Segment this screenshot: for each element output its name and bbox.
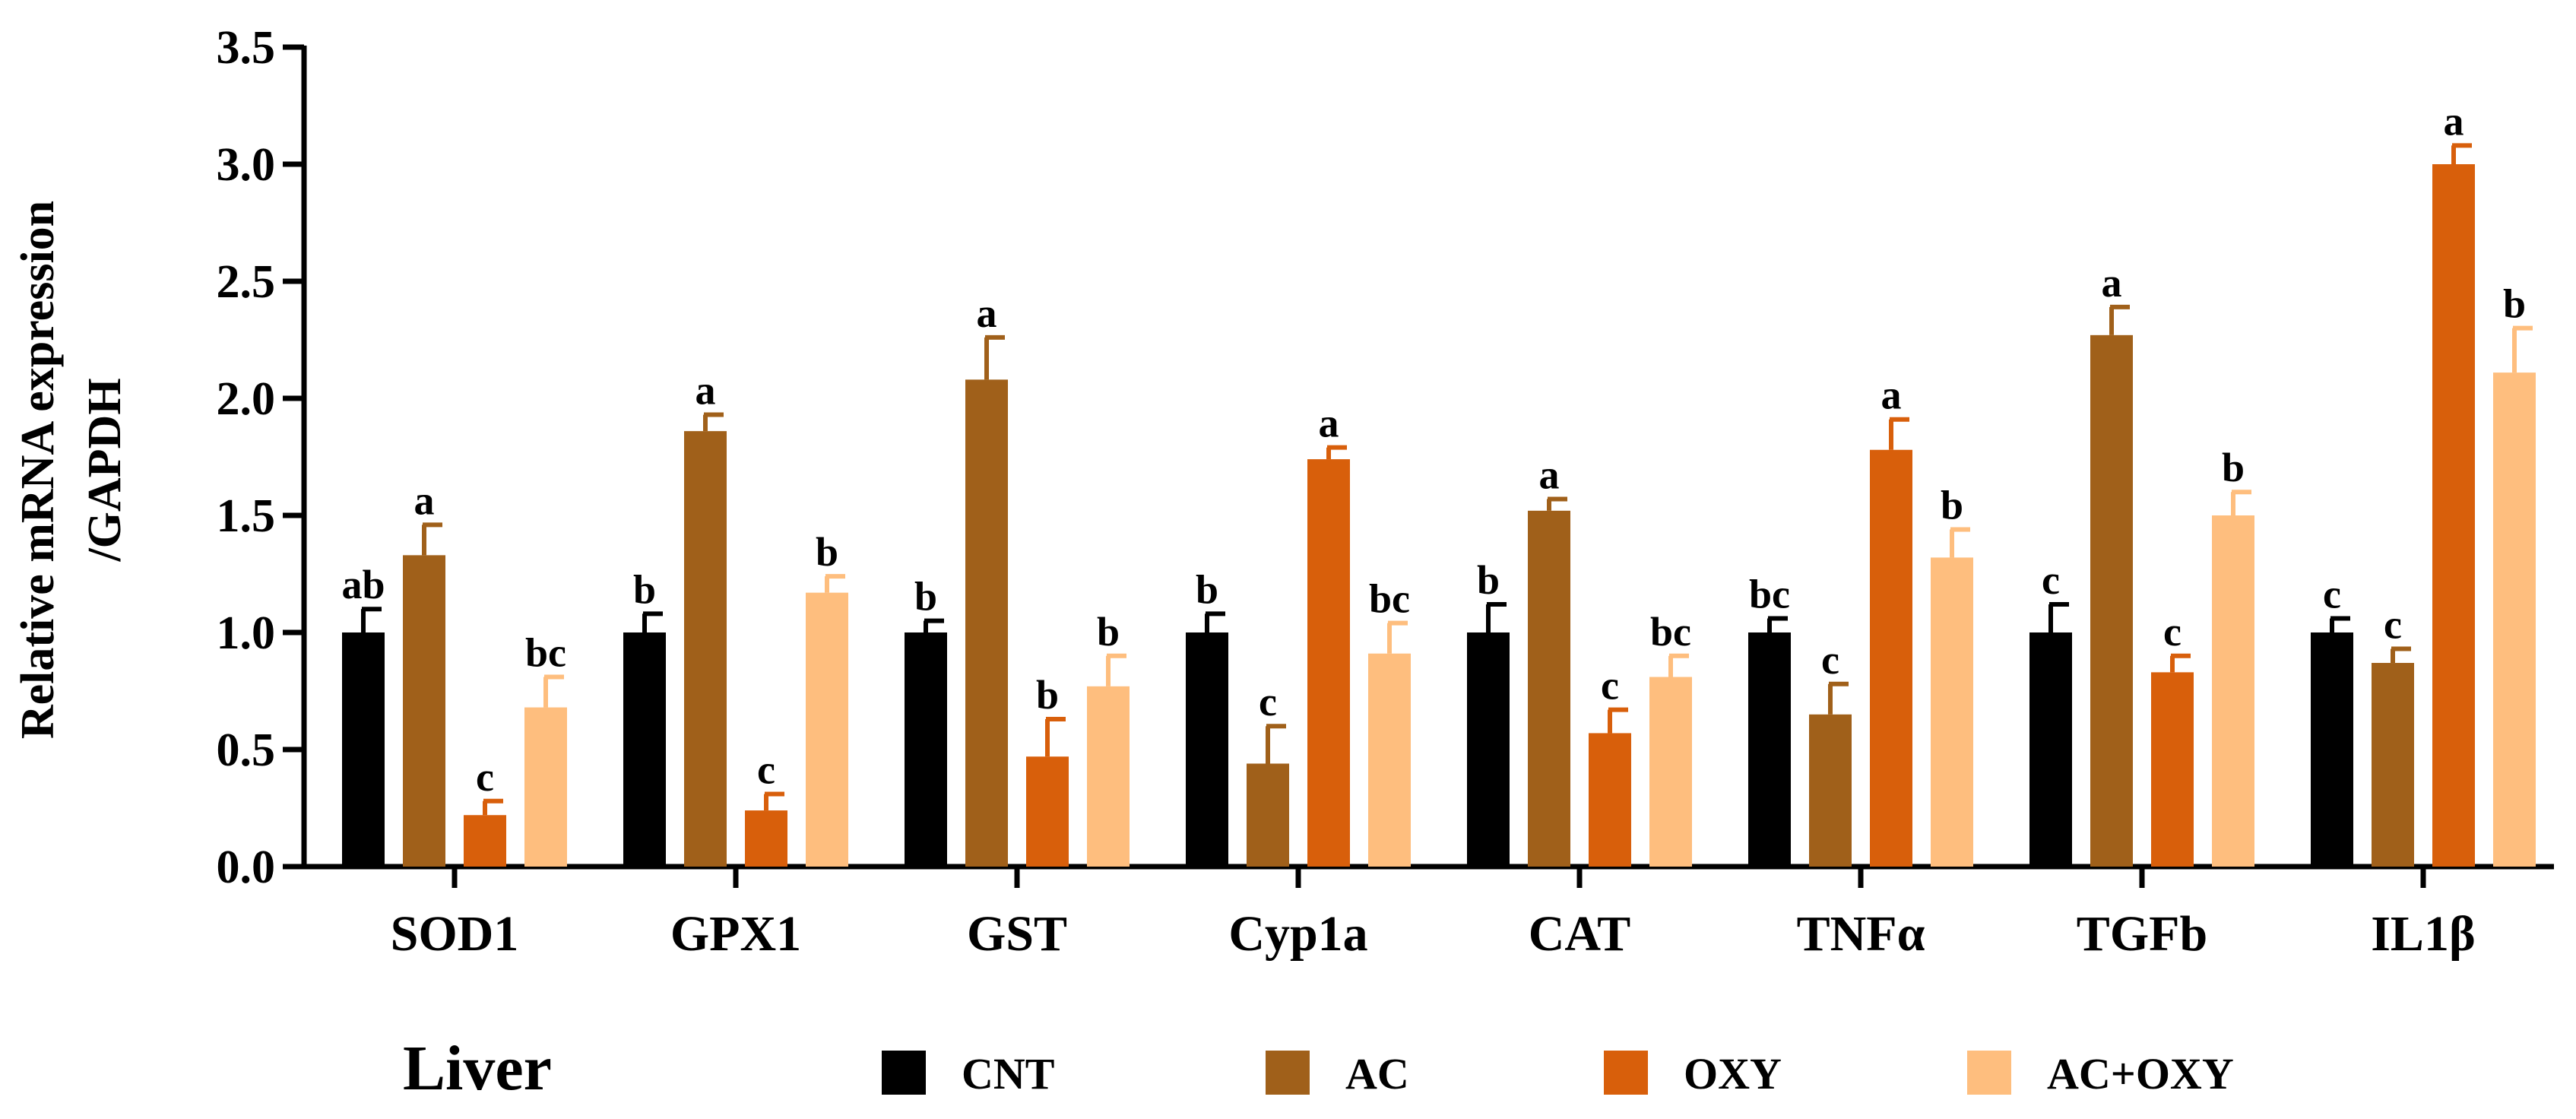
bar — [2372, 663, 2414, 867]
x-tick-label: GPX1 — [670, 906, 801, 962]
bar — [342, 632, 385, 867]
significance-label: c — [1601, 663, 1619, 708]
bar — [1307, 459, 1350, 867]
y-tick-label: 1.0 — [217, 607, 276, 659]
bar — [2090, 334, 2133, 867]
significance-label: a — [977, 290, 997, 336]
bar — [1467, 632, 1510, 867]
x-tick-label: IL1β — [2371, 906, 2475, 962]
bar — [524, 707, 567, 867]
bar — [1528, 510, 1570, 867]
bar — [806, 592, 848, 867]
y-tick-label: 3.0 — [217, 139, 276, 191]
bar — [1368, 653, 1411, 867]
significance-label: c — [2323, 572, 2341, 617]
significance-label: c — [476, 754, 494, 800]
legend-swatch — [1604, 1051, 1648, 1095]
legend-label: CNT — [962, 1049, 1054, 1098]
x-tick-label: GST — [967, 906, 1067, 962]
significance-label: b — [1477, 557, 1500, 603]
y-tick-label: 1.5 — [217, 490, 276, 542]
bar — [1589, 733, 1631, 867]
significance-label: a — [1539, 452, 1560, 497]
legend-swatch — [1967, 1051, 2011, 1095]
y-tick-label: 0.5 — [217, 724, 276, 776]
x-tick-label: Cyp1a — [1228, 906, 1367, 962]
significance-label: b — [816, 529, 838, 575]
significance-label: b — [1097, 609, 1120, 655]
bar — [1087, 686, 1130, 867]
bar — [2311, 632, 2353, 867]
significance-label: b — [1036, 672, 1059, 718]
bar — [745, 810, 787, 867]
significance-label: b — [1941, 482, 1963, 528]
bar — [2029, 632, 2072, 867]
significance-label: bc — [1650, 609, 1691, 655]
bar — [1649, 677, 1692, 867]
y-axis-title: Relative mRNA expression /GAPDH — [12, 201, 131, 739]
bar — [2151, 672, 2194, 867]
significance-label: a — [414, 477, 435, 523]
bar — [2493, 372, 2536, 867]
significance-label: a — [1319, 401, 1339, 446]
bar — [684, 431, 727, 867]
panel-title: Liver — [403, 1033, 552, 1104]
significance-label: c — [1259, 679, 1277, 724]
significance-label: c — [2163, 609, 2182, 655]
x-tick-label: SOD1 — [391, 906, 519, 962]
bar — [1809, 714, 1852, 867]
significance-label: c — [2042, 557, 2060, 603]
bar — [464, 815, 506, 867]
legend-swatch — [882, 1051, 926, 1095]
axes: 0.0 0.5 1.0 1.5 2.0 2.5 3.0 3.5 SOD1 GPX1 GST Cyp1a… — [217, 22, 2554, 962]
legend-label: AC — [1345, 1049, 1409, 1098]
bar — [2432, 164, 2475, 867]
y-tick-label: 2.0 — [217, 373, 276, 425]
legend-label: OXY — [1684, 1049, 1782, 1098]
bar — [1748, 632, 1791, 867]
significance-label: c — [2384, 602, 2402, 648]
significance-label: b — [2503, 281, 2526, 327]
bar — [1247, 763, 1289, 867]
significance-label: b — [633, 566, 656, 612]
bar — [1931, 557, 1973, 867]
y-axis-title-line2: /GAPDH — [79, 378, 131, 562]
bar — [2212, 515, 2254, 867]
significance-label: a — [1881, 372, 1902, 418]
significance-label: b — [1196, 566, 1218, 612]
significance-label: a — [2444, 98, 2464, 144]
significance-label: bc — [525, 630, 566, 676]
significance-label: b — [2222, 445, 2245, 490]
bar — [965, 379, 1008, 867]
significance-label: c — [1821, 637, 1839, 683]
bar — [403, 555, 445, 867]
significance-label: bc — [1369, 576, 1410, 622]
significance-label: b — [914, 574, 937, 620]
y-tick-label: 2.5 — [217, 256, 276, 308]
bars-group — [342, 143, 2536, 867]
x-tick-label: TNFα — [1797, 906, 1925, 962]
significance-label: ab — [341, 562, 385, 607]
x-tick-label: TGFb — [2077, 906, 2207, 962]
legend-swatch — [1266, 1051, 1310, 1095]
significance-label: bc — [1749, 572, 1790, 617]
bar — [1186, 632, 1228, 867]
significance-label: c — [757, 747, 775, 793]
significance-label: a — [695, 368, 716, 414]
significance-label: a — [2102, 260, 2122, 306]
bar — [1870, 449, 1912, 867]
legend: Liver CNT AC OXY AC+OXY — [403, 1033, 2234, 1104]
y-axis-title-line1: Relative mRNA expression — [12, 201, 64, 739]
y-tick-label: 3.5 — [217, 22, 276, 74]
y-tick-label: 0.0 — [217, 842, 276, 893]
bar — [1026, 756, 1069, 867]
bar — [623, 632, 666, 867]
legend-label: AC+OXY — [2047, 1049, 2234, 1098]
bar — [905, 632, 947, 867]
x-tick-label: CAT — [1529, 906, 1630, 962]
